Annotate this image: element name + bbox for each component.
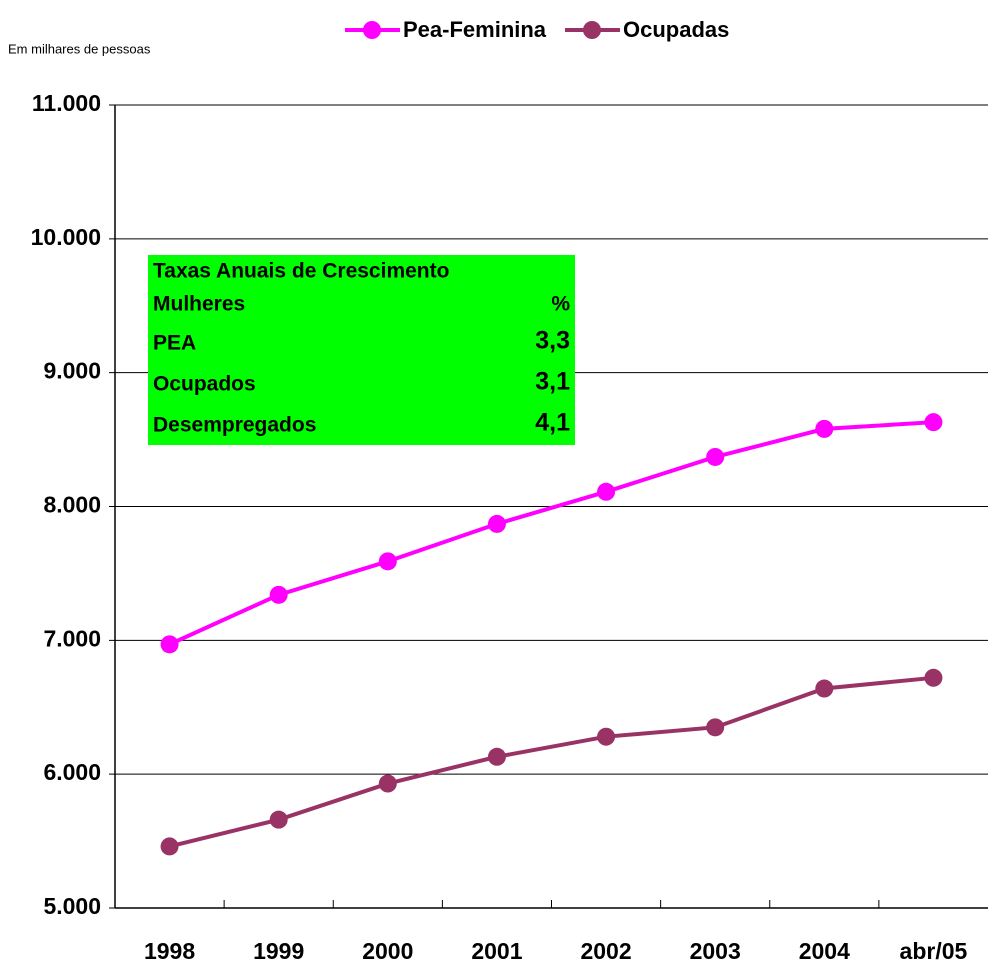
series-line [168,420,934,647]
marker [706,718,725,737]
marker [924,668,943,687]
marker [160,635,179,654]
annotation-header: Mulheres [153,293,245,316]
legend-label: Ocupadas [623,17,729,42]
x-tick-label: 1999 [253,938,304,964]
annotation-value: 3,3 [535,327,570,355]
y-tick-label: 7.000 [43,625,101,651]
x-tick-label: 2004 [799,938,850,964]
y-tick-label: 8.000 [43,492,101,518]
chart-subtitle: Em milhares de pessoas [8,41,151,56]
marker [924,413,943,432]
marker [597,727,616,746]
x-tick-label: 2002 [580,938,631,964]
y-tick-label: 10.000 [31,224,101,250]
x-tick-label: 2000 [362,938,413,964]
marker [378,774,397,793]
annotation-label: Desempregados [153,414,316,437]
marker [706,447,725,466]
marker [815,419,834,438]
annotation-label: Ocupados [153,373,256,396]
marker [160,837,179,856]
legend-label: Pea-Feminina [403,17,547,42]
x-tick-label: abr/05 [900,938,968,964]
marker [487,747,506,766]
marker [487,514,506,533]
x-tick-label: 2001 [471,938,522,964]
y-tick-label: 11.000 [32,90,101,116]
legend-marker [363,21,381,39]
marker [269,810,288,829]
marker [269,585,288,604]
annotation-value: 4,1 [535,409,570,437]
y-tick-label: 5.000 [43,893,101,919]
series-line [169,675,934,849]
y-tick-label: 9.000 [43,358,101,384]
annotation-value: 3,1 [535,368,570,396]
annotation-header: % [551,293,570,316]
y-tick-label: 6.000 [43,759,101,785]
marker [597,482,616,501]
marker [378,552,397,571]
legend-marker [583,21,601,39]
marker [815,679,834,698]
x-tick-label: 2003 [690,938,741,964]
annotation-label: PEA [153,332,196,355]
x-tick-label: 1998 [144,938,195,964]
annotation-title: Taxas Anuais de Crescimento [153,260,449,283]
annotation-box [148,255,575,445]
